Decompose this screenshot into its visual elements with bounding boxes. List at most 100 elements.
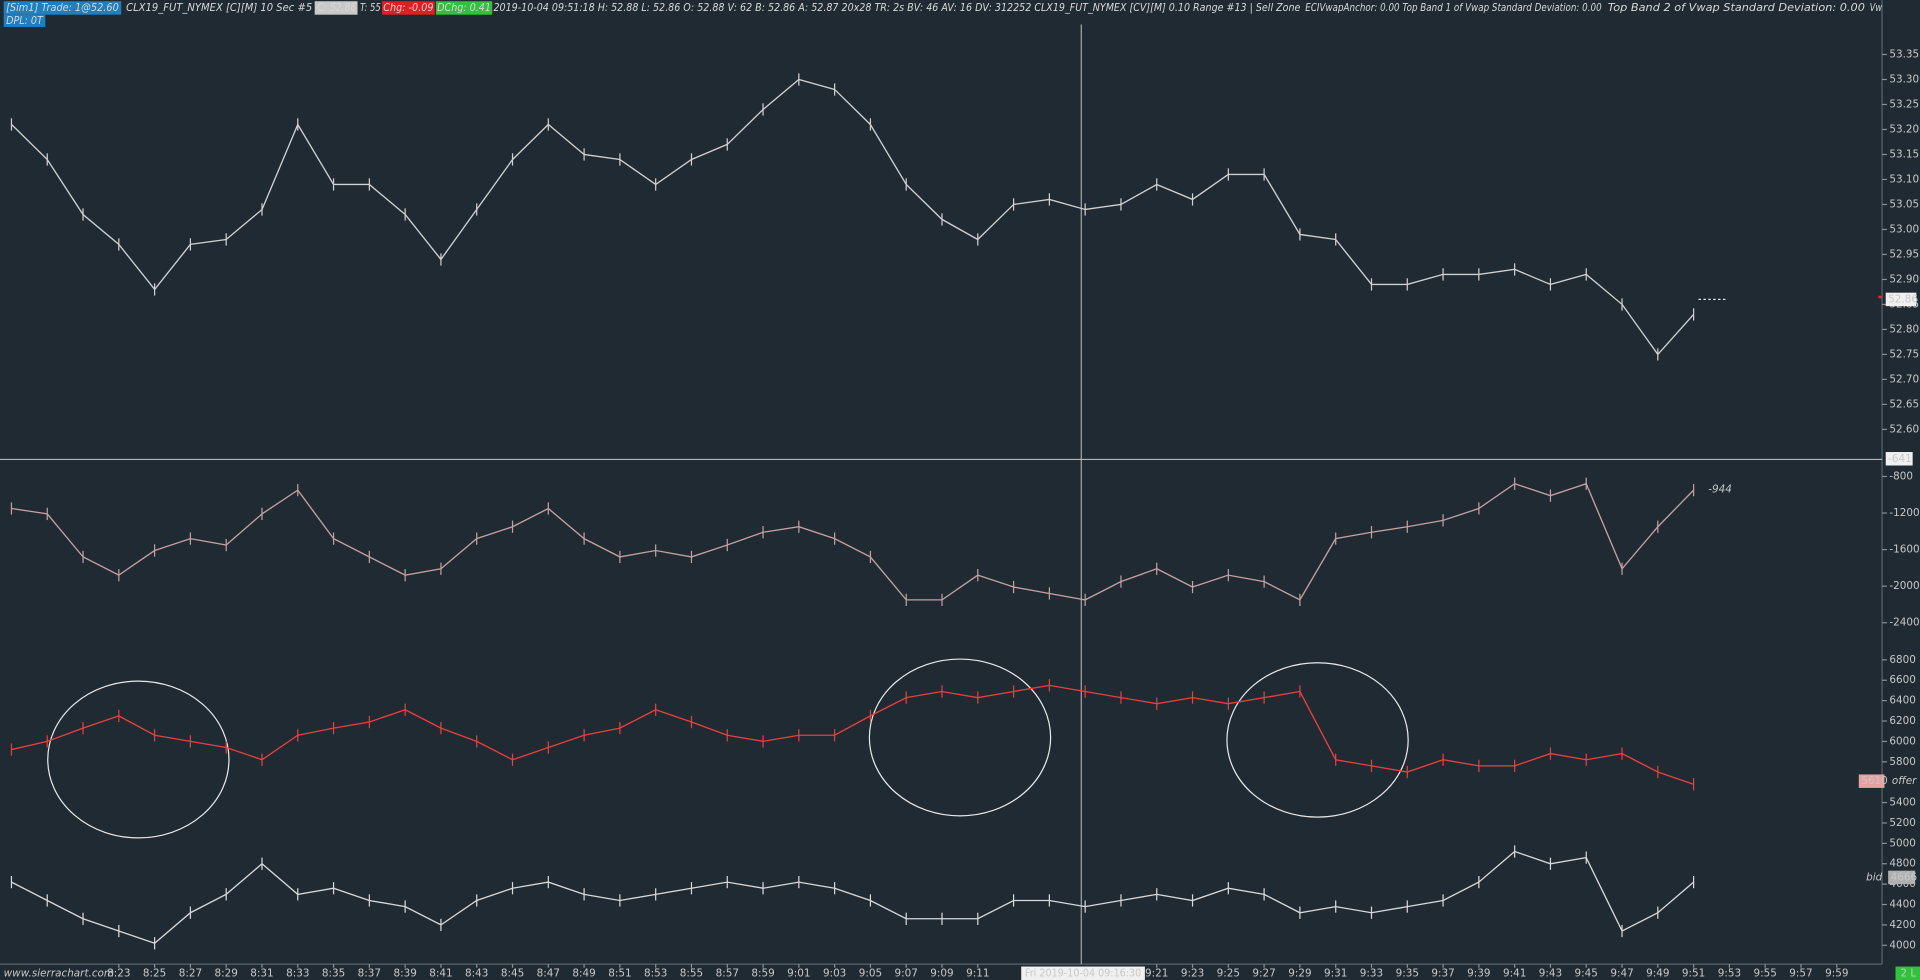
x-tick-label: 9:53 [1718, 967, 1741, 979]
x-tick-label: 9:05 [859, 967, 882, 979]
x-tick-label: 8:51 [608, 967, 631, 979]
x-tick-label: 8:27 [179, 967, 202, 979]
y-tick-label: 52.70 [1889, 373, 1919, 385]
x-tick-label: 9:25 [1217, 967, 1240, 979]
y-tick-label: 6600 [1889, 674, 1915, 686]
header-segment: CLX19_FUT_NYMEX [C][M] 10 Sec #5 [126, 1, 312, 14]
last-value-label: -944 [1708, 484, 1732, 496]
series-line [11, 482, 1695, 601]
x-tick-label: 9:51 [1682, 967, 1705, 979]
x-tick-label: 9:07 [895, 967, 918, 979]
annotation-ellipse [47, 680, 230, 839]
x-tick-label: 9:11 [966, 967, 989, 979]
status-badge [1895, 966, 1920, 980]
y-tick-label: 53.30 [1889, 73, 1919, 85]
x-tick-label: 9:35 [1396, 967, 1419, 979]
x-tick-label: 8:55 [680, 967, 703, 979]
x-tick-label: 9:23 [1181, 967, 1204, 979]
dpl-badge [3, 14, 46, 27]
y-tick-label: 53.20 [1889, 123, 1919, 135]
x-tick-label: 9:41 [1503, 967, 1526, 979]
last-value-box [1858, 774, 1885, 788]
x-tick-label: 8:23 [107, 967, 130, 979]
x-tick-label: 9:01 [787, 967, 810, 979]
x-tick-label: 8:25 [143, 967, 166, 979]
last-price-box [1885, 292, 1917, 307]
last-value-label: 4666 [1891, 871, 1917, 883]
x-tick-label: 8:37 [358, 967, 381, 979]
header-segment: DChg: 0.41 [437, 1, 491, 14]
y-tick-label: 6400 [1889, 695, 1915, 707]
header-segment: Top Band 2 of Vwap Standard Deviation: 0… [1608, 1, 1865, 14]
header-segment: [Sim1] Trade: 1@52.60 [6, 1, 119, 14]
y-tick-label: -2000 [1889, 580, 1919, 592]
x-tick-label: 8:31 [250, 967, 273, 979]
annotation-ellipse [1226, 662, 1409, 818]
y-tick-label: -800 [1889, 470, 1913, 482]
x-tick-label: 8:39 [393, 967, 416, 979]
x-tick-label: 9:59 [1825, 967, 1848, 979]
x-tick-label: 9:55 [1753, 967, 1776, 979]
last-value-box [1888, 870, 1916, 885]
y-tick-label: 4200 [1889, 919, 1915, 931]
y-tick-label: 4400 [1889, 899, 1915, 911]
x-tick-label: 8:35 [322, 967, 345, 979]
y-tick-label: 52.90 [1889, 273, 1919, 285]
status-text: 2 L [1900, 967, 1916, 979]
annotation-ellipse [868, 658, 1052, 817]
y-tick-label: 53.05 [1889, 198, 1919, 210]
y-tick-label: 52.95 [1889, 248, 1919, 260]
x-tick-label: 9:31 [1324, 967, 1347, 979]
header-segment: ECIVwapAnchor: 0.00 Top Band 1 of Vwap S… [1305, 1, 1601, 14]
x-tick-label: 8:47 [537, 967, 560, 979]
y-tick-label: 52.60 [1889, 423, 1919, 435]
y-tick-label: 53.25 [1889, 98, 1919, 110]
header-segment: C: 52.86 [317, 1, 356, 14]
y-tick-label: 53.15 [1889, 148, 1919, 160]
x-tick-label: 9:43 [1539, 967, 1562, 979]
x-tick-label: 9:27 [1252, 967, 1275, 979]
y-tick-label: 5200 [1889, 817, 1915, 829]
y-tick-label: -1600 [1889, 544, 1919, 556]
y-tick-label: 6800 [1889, 654, 1915, 666]
y-tick-label: 6200 [1889, 715, 1915, 727]
y-tick-label: 5400 [1889, 797, 1915, 809]
y-tick-label: 52.65 [1889, 398, 1919, 410]
x-tick-label: 8:43 [465, 967, 488, 979]
x-tick-label: 8:29 [215, 967, 238, 979]
sim-badge [3, 1, 122, 15]
change-badge [382, 1, 435, 15]
x-tick-label: 8:33 [286, 967, 309, 979]
y-tick-label: -2400 [1889, 617, 1919, 629]
series-line [11, 850, 1695, 945]
crosshair-value: -641 [1888, 453, 1912, 465]
y-tick-label: -1200 [1889, 507, 1919, 519]
x-tick-label: 9:45 [1575, 967, 1598, 979]
series-name: bid [1866, 871, 1882, 883]
y-tick-label: 4800 [1889, 858, 1915, 870]
y-tick-label: 53.00 [1889, 223, 1919, 235]
x-tick-label: 9:33 [1360, 967, 1383, 979]
crosshair-time: Fri 2019-10-04 09:16:30 [1025, 967, 1141, 979]
header-segment: Chg: -0.09 [383, 1, 433, 14]
y-tick-label: 52.80 [1889, 323, 1919, 335]
x-tick-label: 8:59 [751, 967, 774, 979]
y-tick-label: 53.35 [1889, 48, 1919, 60]
y-tick-label: 5800 [1889, 756, 1915, 768]
y-tick-label: 52.75 [1889, 348, 1919, 360]
x-tick-label: 9:37 [1431, 967, 1454, 979]
header-segment: 2019-10-04 09:51:18 H: 52.88 L: 52.86 O:… [493, 1, 1300, 14]
y-tick-label: 4000 [1889, 939, 1915, 951]
crosshair-value-box [1885, 452, 1913, 466]
crosshair-time-box [1021, 966, 1145, 980]
x-tick-label: 9:09 [930, 967, 953, 979]
x-tick-label: 9:47 [1610, 967, 1633, 979]
header-segment: Vw [1870, 1, 1883, 14]
close-badge [314, 1, 358, 15]
x-tick-label: 8:53 [644, 967, 667, 979]
x-tick-label: 9:39 [1467, 967, 1490, 979]
last-value-label: 5610 [1861, 775, 1887, 787]
y-tick-label: 5000 [1889, 837, 1915, 849]
